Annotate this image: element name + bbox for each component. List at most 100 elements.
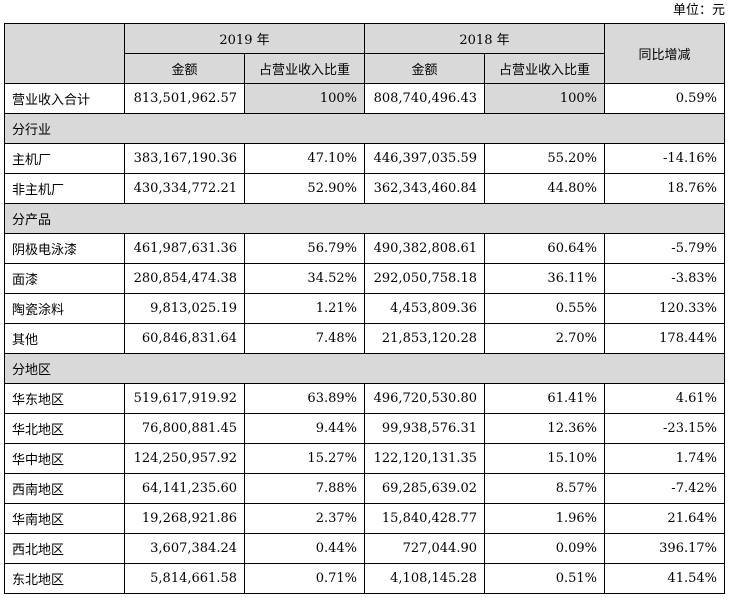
amount-2019: 9,813,025.19 [124, 293, 245, 324]
amount-2018: 446,397,035.59 [364, 143, 485, 174]
unit-label: 单位：元 [672, 3, 725, 18]
amount-2018: 21,853,120.28 [364, 323, 485, 354]
amount-2019: 461,987,631.36 [124, 233, 245, 264]
total-ratio-2018: 100% [484, 83, 605, 114]
total-amount-2018: 808,740,496.43 [364, 83, 485, 114]
yoy-change: 1.74% [604, 443, 725, 474]
ratio-2019: 63.89% [244, 383, 365, 414]
table-row: 华南地区 19,268,921.86 2.37% 15,840,428.77 1.96%… [4, 503, 725, 534]
ratio-2018: 0.55% [484, 293, 605, 324]
ratio-2018: 0.51% [484, 563, 605, 594]
yoy-change: 41.54% [604, 563, 725, 594]
ratio-2019: 7.88% [244, 473, 365, 504]
amount-2018: 490,382,808.61 [364, 233, 485, 264]
row-label: 陶瓷涂料 [4, 293, 125, 324]
ratio-2019: 1.21% [244, 293, 365, 324]
ratio-2019: 15.27% [244, 443, 365, 474]
table-row: 其他 60,846,831.64 7.48% 21,853,120.28 2.70% 17… [4, 323, 725, 354]
yoy-change: -5.79% [604, 233, 725, 264]
amount-2018: 15,840,428.77 [364, 503, 485, 534]
ratio-2019: 7.48% [244, 323, 365, 354]
amount-2019: 430,334,772.21 [124, 173, 245, 204]
ratio-2018: 55.20% [484, 143, 605, 174]
row-label: 其他 [4, 323, 125, 354]
table-row: 主机厂 383,167,190.36 47.10% 446,397,035.59 55.… [4, 143, 725, 174]
section-header-row: 分产品 [4, 203, 725, 234]
table-row: 面漆 280,854,474.38 34.52% 292,050,758.18 36.1… [4, 263, 725, 294]
total-amount-2019: 813,501,962.57 [124, 83, 245, 114]
ratio-2018: 15.10% [484, 443, 605, 474]
revenue-table: 2019 年 2018 年 同比增减 金额 占营业收入比重 金额 占营业收入比重… [4, 23, 725, 594]
section-title: 分地区 [4, 353, 725, 384]
ratio-2019: 34.52% [244, 263, 365, 294]
amount-2018: 4,453,809.36 [364, 293, 485, 324]
ratio-2019: 9.44% [244, 413, 365, 444]
table-row: 华北地区 76,800,881.45 9.44% 99,938,576.31 12.36… [4, 413, 725, 444]
amount-2018: 122,120,131.35 [364, 443, 485, 474]
total-yoy: 0.59% [604, 83, 725, 114]
amount-2018: 69,285,639.02 [364, 473, 485, 504]
header-yoy: 同比增减 [604, 23, 725, 84]
amount-2019: 3,607,384.24 [124, 533, 245, 564]
header-corner-cell [4, 23, 125, 84]
amount-2019: 519,617,919.92 [124, 383, 245, 414]
ratio-2018: 8.57% [484, 473, 605, 504]
header-ratio-2019: 占营业收入比重 [244, 53, 365, 84]
amount-2019: 76,800,881.45 [124, 413, 245, 444]
amount-2018: 4,108,145.28 [364, 563, 485, 594]
ratio-2018: 12.36% [484, 413, 605, 444]
row-label: 华中地区 [4, 443, 125, 474]
ratio-2019: 0.44% [244, 533, 365, 564]
ratio-2018: 0.09% [484, 533, 605, 564]
row-label: 西北地区 [4, 533, 125, 564]
amount-2019: 64,141,235.60 [124, 473, 245, 504]
ratio-2018: 61.41% [484, 383, 605, 414]
header-2018: 2018 年 [364, 23, 605, 54]
yoy-change: 4.61% [604, 383, 725, 414]
yoy-change: 120.33% [604, 293, 725, 324]
amount-2018: 99,938,576.31 [364, 413, 485, 444]
ratio-2019: 2.37% [244, 503, 365, 534]
ratio-2019: 47.10% [244, 143, 365, 174]
header-amount-2019: 金额 [124, 53, 245, 84]
amount-2018: 362,343,460.84 [364, 173, 485, 204]
header-row-columns: 金额 占营业收入比重 金额 占营业收入比重 [5, 53, 725, 84]
ratio-2018: 1.96% [484, 503, 605, 534]
table-row: 非主机厂 430,334,772.21 52.90% 362,343,460.84 44… [4, 173, 725, 204]
row-label: 东北地区 [4, 563, 125, 594]
amount-2019: 60,846,831.64 [124, 323, 245, 354]
yoy-change: -23.15% [604, 413, 725, 444]
yoy-change: 18.76% [604, 173, 725, 204]
amount-2018: 292,050,758.18 [364, 263, 485, 294]
total-label: 营业收入合计 [4, 83, 125, 114]
yoy-change: 396.17% [604, 533, 725, 564]
row-label: 阴极电泳漆 [4, 233, 125, 264]
yoy-change: -14.16% [604, 143, 725, 174]
amount-2019: 19,268,921.86 [124, 503, 245, 534]
section-title: 分产品 [4, 203, 725, 234]
row-label: 面漆 [4, 263, 125, 294]
ratio-2019: 56.79% [244, 233, 365, 264]
amount-2018: 496,720,530.80 [364, 383, 485, 414]
yoy-change: -3.83% [604, 263, 725, 294]
header-2019: 2019 年 [124, 23, 365, 54]
row-label: 非主机厂 [4, 173, 125, 204]
table-row: 西北地区 3,607,384.24 0.44% 727,044.90 0.09% 396.… [4, 533, 725, 564]
amount-2019: 124,250,957.92 [124, 443, 245, 474]
table-row: 华中地区 124,250,957.92 15.27% 122,120,131.35 15… [4, 443, 725, 474]
section-header-row: 分地区 [4, 353, 725, 384]
ratio-2019: 52.90% [244, 173, 365, 204]
yoy-change: 178.44% [604, 323, 725, 354]
table-row: 西南地区 64,141,235.60 7.88% 69,285,639.02 8.57%… [4, 473, 725, 504]
header-row-years: 2019 年 2018 年 同比增减 [4, 23, 725, 84]
yoy-change: -7.42% [604, 473, 725, 504]
amount-2019: 280,854,474.38 [124, 263, 245, 294]
total-row: 营业收入合计 813,501,962.57 100% 808,740,496.4… [4, 83, 725, 114]
amount-2019: 5,814,661.58 [124, 563, 245, 594]
total-ratio-2019: 100% [244, 83, 365, 114]
row-label: 华南地区 [4, 503, 125, 534]
yoy-change: 21.64% [604, 503, 725, 534]
table-row: 陶瓷涂料 9,813,025.19 1.21% 4,453,809.36 0.55% 12… [4, 293, 725, 324]
row-label: 华东地区 [4, 383, 125, 414]
section-title: 分行业 [4, 113, 725, 144]
